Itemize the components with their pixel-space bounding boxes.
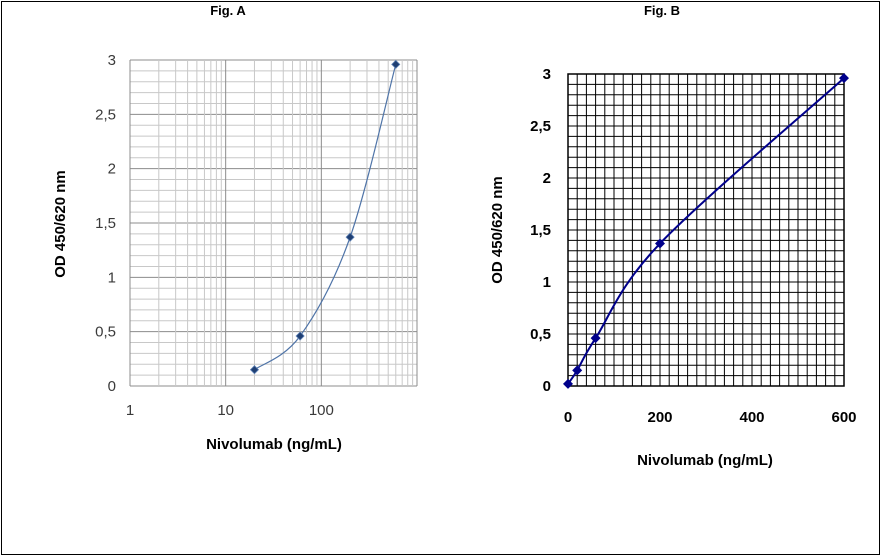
data-point <box>295 331 305 341</box>
series-line <box>254 64 397 371</box>
chart-b-title: Fig. B <box>644 3 680 18</box>
chart-b-grid <box>567 73 845 387</box>
y-tick-label: 2,5 <box>95 106 116 123</box>
x-tick-label: 100 <box>309 402 334 419</box>
chart-b-xlabel: Nivolumab (ng/mL) <box>637 452 773 469</box>
data-point <box>572 365 583 376</box>
y-tick-label: 0,5 <box>530 326 551 343</box>
chart-a-ylabel: OD 450/620 nm <box>52 170 69 278</box>
chart-b-ticks: 0 0,5 1 1,5 2 2,5 3 0 200 400 600 <box>530 66 856 426</box>
chart-b: Fig. B 0 0,5 1 1,5 2 2,5 3 0 200 400 600 Nivolumab… <box>489 3 857 469</box>
chart-a-title: Fig. A <box>210 3 246 18</box>
x-tick-label: 600 <box>831 409 856 426</box>
chart-a-grid <box>129 59 418 387</box>
chart-a-xlabel: Nivolumab (ng/mL) <box>206 436 342 453</box>
y-tick-label: 1 <box>108 269 116 286</box>
x-tick-label: 1 <box>126 402 134 419</box>
plot-border <box>567 73 845 387</box>
chart-a-series <box>249 59 401 375</box>
y-tick-label: 2,5 <box>530 118 551 135</box>
y-tick-label: 0 <box>108 378 116 395</box>
data-point <box>839 73 849 84</box>
y-tick-label: 2 <box>108 161 116 178</box>
y-tick-label: 2 <box>543 170 551 187</box>
y-tick-label: 0 <box>543 378 551 395</box>
chart-b-ylabel: OD 450/620 nm <box>489 176 506 284</box>
x-tick-label: 0 <box>564 409 572 426</box>
y-tick-label: 1 <box>543 274 551 291</box>
data-point <box>249 365 260 375</box>
data-point <box>590 333 601 344</box>
y-tick-label: 1,5 <box>95 215 116 232</box>
x-tick-label: 10 <box>217 402 234 419</box>
chart-b-series <box>563 73 849 389</box>
chart-a: Fig. A 0 0,5 1 1,5 2 2,5 3 1 10 100 Nivolumab (ng… <box>52 3 418 453</box>
y-tick-label: 1,5 <box>530 222 551 239</box>
x-tick-label: 200 <box>647 409 672 426</box>
y-tick-label: 3 <box>108 52 116 69</box>
data-point <box>345 232 355 242</box>
data-point <box>563 378 573 389</box>
data-point <box>655 238 665 249</box>
y-tick-label: 3 <box>543 66 551 83</box>
y-tick-label: 0,5 <box>95 324 116 341</box>
x-tick-label: 400 <box>739 409 764 426</box>
chart-a-ticks: 0 0,5 1 1,5 2 2,5 3 1 10 100 <box>95 52 334 419</box>
data-point <box>391 59 401 69</box>
